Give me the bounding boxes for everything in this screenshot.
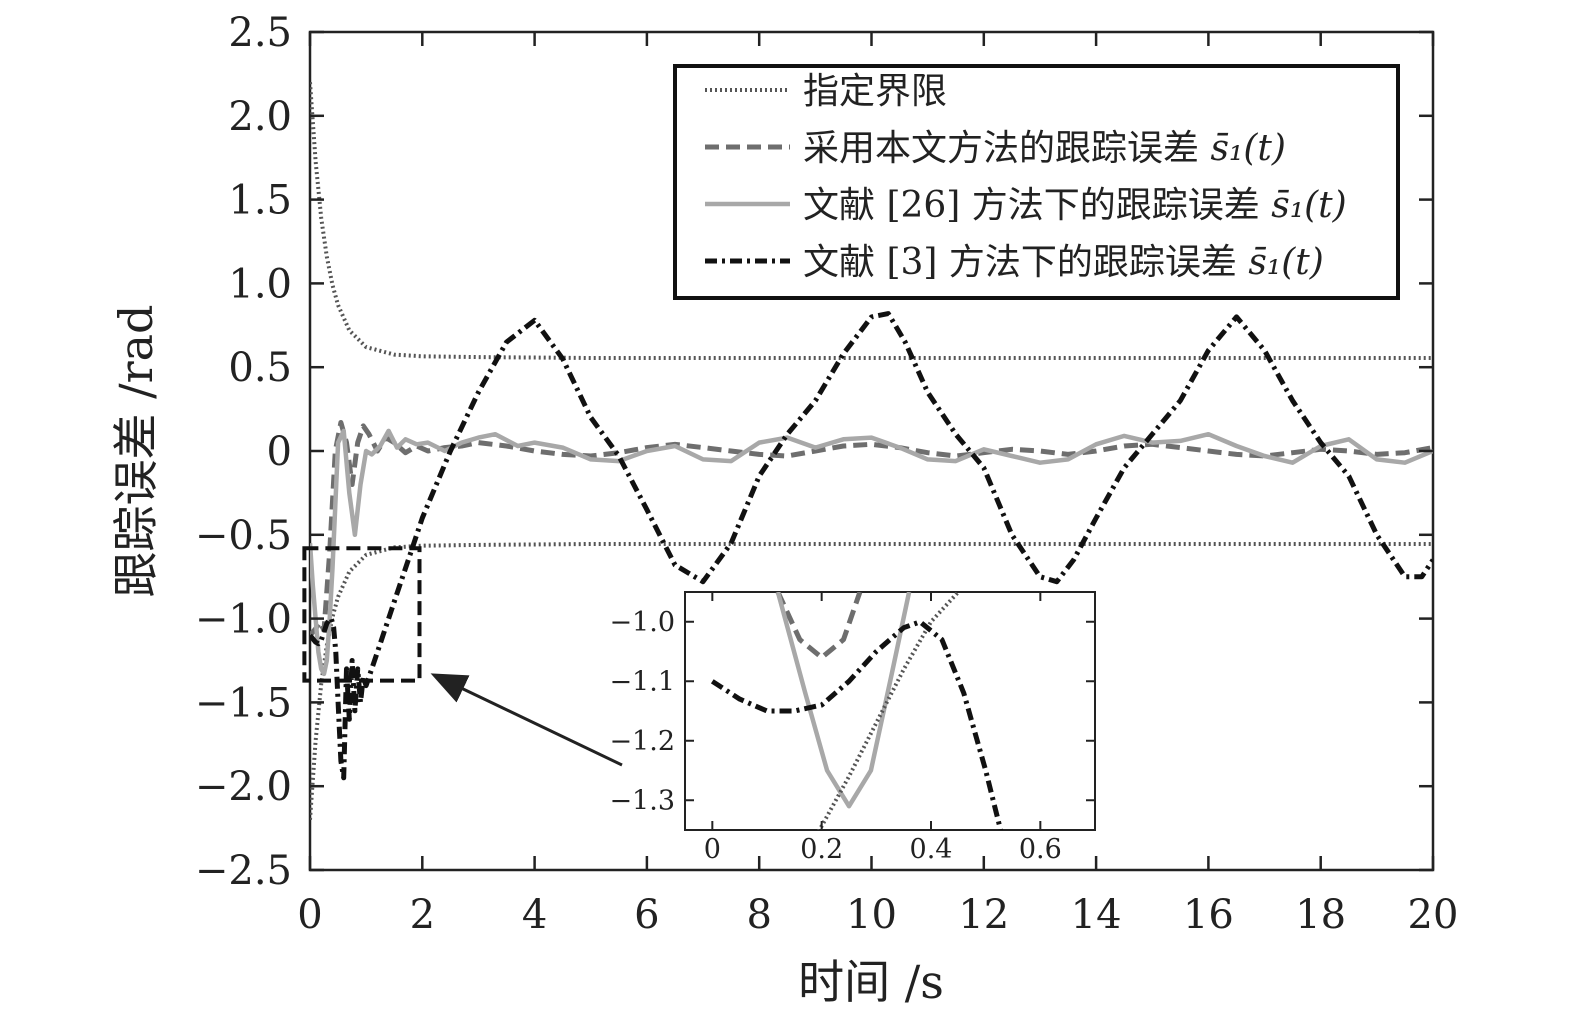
zoom-region-box	[302, 546, 422, 683]
zoom-rect	[302, 546, 422, 683]
x-tick-label: 10	[846, 892, 897, 938]
y-tick-label: −1.5	[195, 680, 292, 726]
y-tick-label: −1.0	[195, 597, 292, 643]
inset-x-tick-label: 0.6	[1019, 834, 1062, 865]
inset-y-tick-label: −1.1	[609, 666, 675, 697]
inset-plot-area	[684, 591, 1096, 831]
inset-x-tick-label: 0	[704, 834, 721, 865]
legend-label-math: s̄₁(t)	[1248, 242, 1323, 283]
bound-lower-line	[310, 542, 1433, 820]
x-tick-label: 4	[522, 892, 547, 938]
x-tick-label: 16	[1183, 892, 1234, 938]
y-tick-label: 2.0	[228, 94, 292, 140]
legend-label: 采用本文方法的跟踪误差 s̄₁(t)	[803, 128, 1286, 169]
legend-label-math: s̄₁(t)	[1271, 185, 1346, 226]
inset-series-group	[710, 592, 1004, 830]
inset-series-line	[775, 592, 863, 660]
x-tick-label: 6	[634, 892, 659, 938]
legend-label-text: 文献 [26] 方法下的跟踪误差	[803, 185, 1271, 226]
inset-series-line	[775, 592, 912, 809]
inset-y-tick-label: −1.0	[609, 607, 675, 638]
legend-label: 文献 [3] 方法下的跟踪误差 s̄₁(t)	[803, 242, 1324, 283]
series-line	[310, 311, 1433, 781]
y-tick-label: −2.0	[195, 764, 292, 810]
main-series-group	[310, 82, 1433, 820]
x-tick-label: 8	[746, 892, 771, 938]
legend-label: 文献 [26] 方法下的跟踪误差 s̄₁(t)	[803, 185, 1347, 226]
y-tick-label: 2.5	[228, 10, 292, 56]
bound-upper-line	[310, 82, 1433, 360]
x-tick-label: 20	[1408, 892, 1459, 938]
y-tick-label: 0	[267, 429, 292, 475]
inset-series-line	[710, 619, 1004, 830]
inset-y-tick-label: −1.3	[609, 785, 675, 816]
y-axis-title: 跟踪误差 /rad	[109, 305, 163, 598]
x-tick-label: 2	[410, 892, 435, 938]
legend-box	[673, 64, 1400, 300]
main-ticks: 0 2 4 6 8 10 12 14 16 18 20 2.5 2.0 1.5 1.0 0.5 0 −0.5 −1.…	[195, 10, 1459, 938]
inset-ticks: 0 0.2 0.4 0.6 −1.0 −1.1 −1.2 −1.3	[609, 592, 1095, 865]
x-tick-label: 18	[1295, 892, 1346, 938]
legend-label-math: s̄₁(t)	[1210, 128, 1285, 169]
x-tick-label: 0	[297, 892, 322, 938]
inset-frame	[684, 591, 1096, 831]
series-line	[310, 428, 1433, 677]
inset-y-tick-label: −1.2	[609, 726, 675, 757]
legend-label-text: 文献 [3] 方法下的跟踪误差	[803, 242, 1248, 283]
zoom-arrow	[430, 673, 623, 767]
y-tick-label: 0.5	[228, 345, 292, 391]
x-tick-label: 14	[1071, 892, 1122, 938]
legend-label-text: 指定界限	[803, 71, 947, 112]
inset-series-line	[817, 592, 960, 830]
x-tick-label: 12	[958, 892, 1009, 938]
y-tick-label: 1.5	[228, 178, 292, 224]
x-axis-title: 时间 /s	[798, 955, 944, 1009]
legend-label-text: 采用本文方法的跟踪误差	[803, 128, 1210, 169]
inset-x-tick-label: 0.2	[800, 834, 843, 865]
legend-label: 指定界限	[803, 71, 947, 112]
y-tick-label: 1.0	[228, 261, 292, 307]
inset-x-tick-label: 0.4	[910, 834, 953, 865]
y-tick-label: −2.5	[195, 848, 292, 894]
y-tick-label: −0.5	[195, 513, 292, 559]
